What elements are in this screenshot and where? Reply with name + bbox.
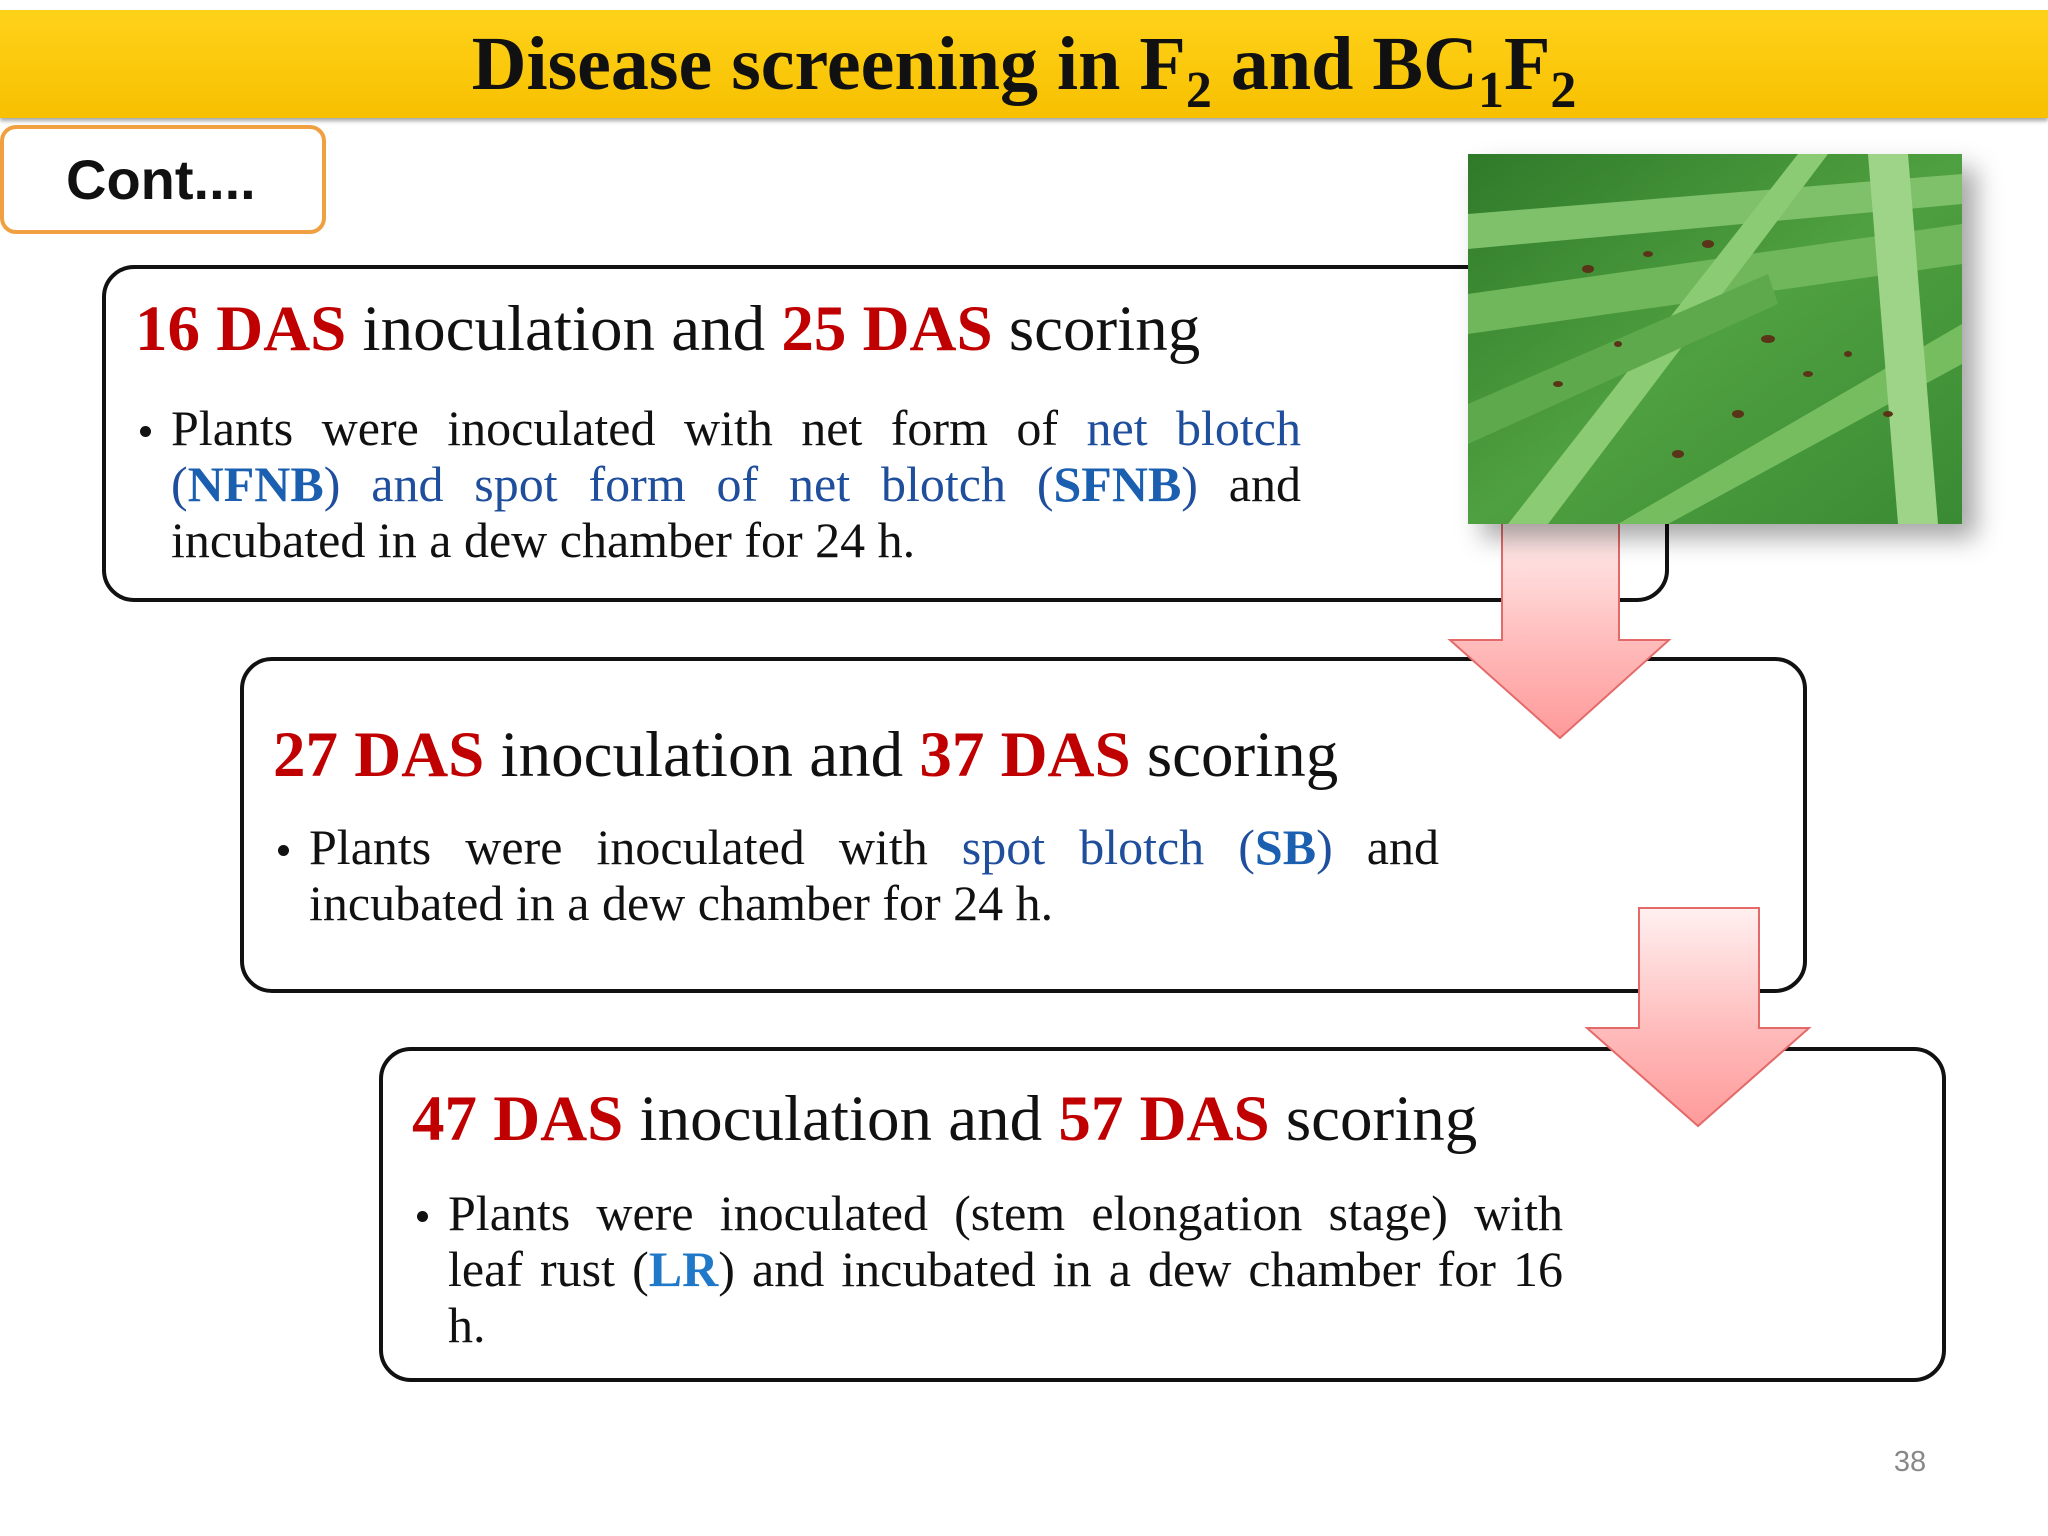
disease-abbr: SFNB — [1053, 456, 1182, 512]
step-heading: 27 DAS inoculation and 37 DAS scoring — [273, 717, 1338, 793]
page-number: 38 — [1893, 1446, 1927, 1478]
das: 16 DAS — [135, 293, 347, 365]
text: and incubated in a dew chamber for 16 h. — [448, 1241, 1564, 1353]
step-box: 16 DAS inoculation and 25 DAS scoring Pl… — [102, 265, 1669, 602]
heading-text: scoring — [1130, 719, 1339, 791]
title-text: F — [1503, 22, 1551, 106]
flow-arrow — [1447, 519, 1672, 740]
title-text: and BC — [1211, 22, 1478, 106]
slide-title: Disease screening in F2 and BC1F2 — [471, 22, 1577, 117]
step-heading: 47 DAS inoculation and 57 DAS scoring — [412, 1081, 1477, 1157]
title-bar: Disease screening in F2 and BC1F2 — [0, 10, 2048, 118]
bullet-dot — [140, 426, 151, 437]
das: 47 DAS — [412, 1083, 624, 1155]
das: 57 DAS — [1058, 1083, 1270, 1155]
flow-arrow — [1584, 907, 1812, 1128]
das: 25 DAS — [781, 293, 993, 365]
bullet-text: Plants were inoculated (stem elongation … — [448, 1185, 1563, 1353]
text: Plants were inoculated (stem elongation … — [448, 1185, 1563, 1297]
bullet-dot — [417, 1211, 428, 1222]
disease-name: net blotch — [1086, 400, 1302, 456]
disease-name: ) — [1181, 456, 1198, 512]
bullet-text: Plants were inoculated with spot blotch … — [309, 819, 1439, 931]
step-heading: 16 DAS inoculation and 25 DAS scoring — [135, 291, 1200, 367]
disease-name: ) and spot form of net blotch ( — [323, 456, 1054, 512]
disease-abbr: LR — [648, 1241, 719, 1297]
heading-text: inoculation and — [346, 293, 782, 365]
heading-text: inoculation and — [623, 1083, 1059, 1155]
title-subscript: 2 — [1185, 62, 1212, 119]
das: 37 DAS — [919, 719, 1131, 791]
text: ) — [718, 1241, 735, 1297]
disease-abbr: SB — [1254, 819, 1317, 875]
disease-name: ) — [1316, 819, 1333, 875]
disease-abbr: NFNB — [187, 456, 324, 512]
title-subscript: 1 — [1477, 62, 1504, 119]
disease-name: ( — [1204, 819, 1255, 875]
text: and incubated in a dew chamber for 24 h. — [171, 456, 1301, 568]
title-subscript: 2 — [1550, 62, 1577, 119]
text: ( — [632, 1241, 649, 1297]
heading-text: inoculation and — [484, 719, 920, 791]
bullet-dot — [278, 845, 289, 856]
leaf-photo — [1468, 154, 1962, 524]
disease-name: spot blotch — [961, 819, 1205, 875]
text: Plants were inoculated with — [309, 819, 962, 875]
cont-tag: Cont.... — [0, 125, 326, 234]
disease-name: ( — [171, 456, 188, 512]
heading-text: scoring — [1269, 1083, 1478, 1155]
bullet-text: Plants were inoculated with net form of … — [171, 400, 1301, 568]
das: 27 DAS — [273, 719, 485, 791]
heading-text: scoring — [992, 293, 1201, 365]
title-text: Disease screening in F — [471, 22, 1186, 106]
text: Plants were inoculated with net form of — [171, 400, 1087, 456]
text: and incubated in a dew chamber for 24 h. — [309, 819, 1439, 931]
